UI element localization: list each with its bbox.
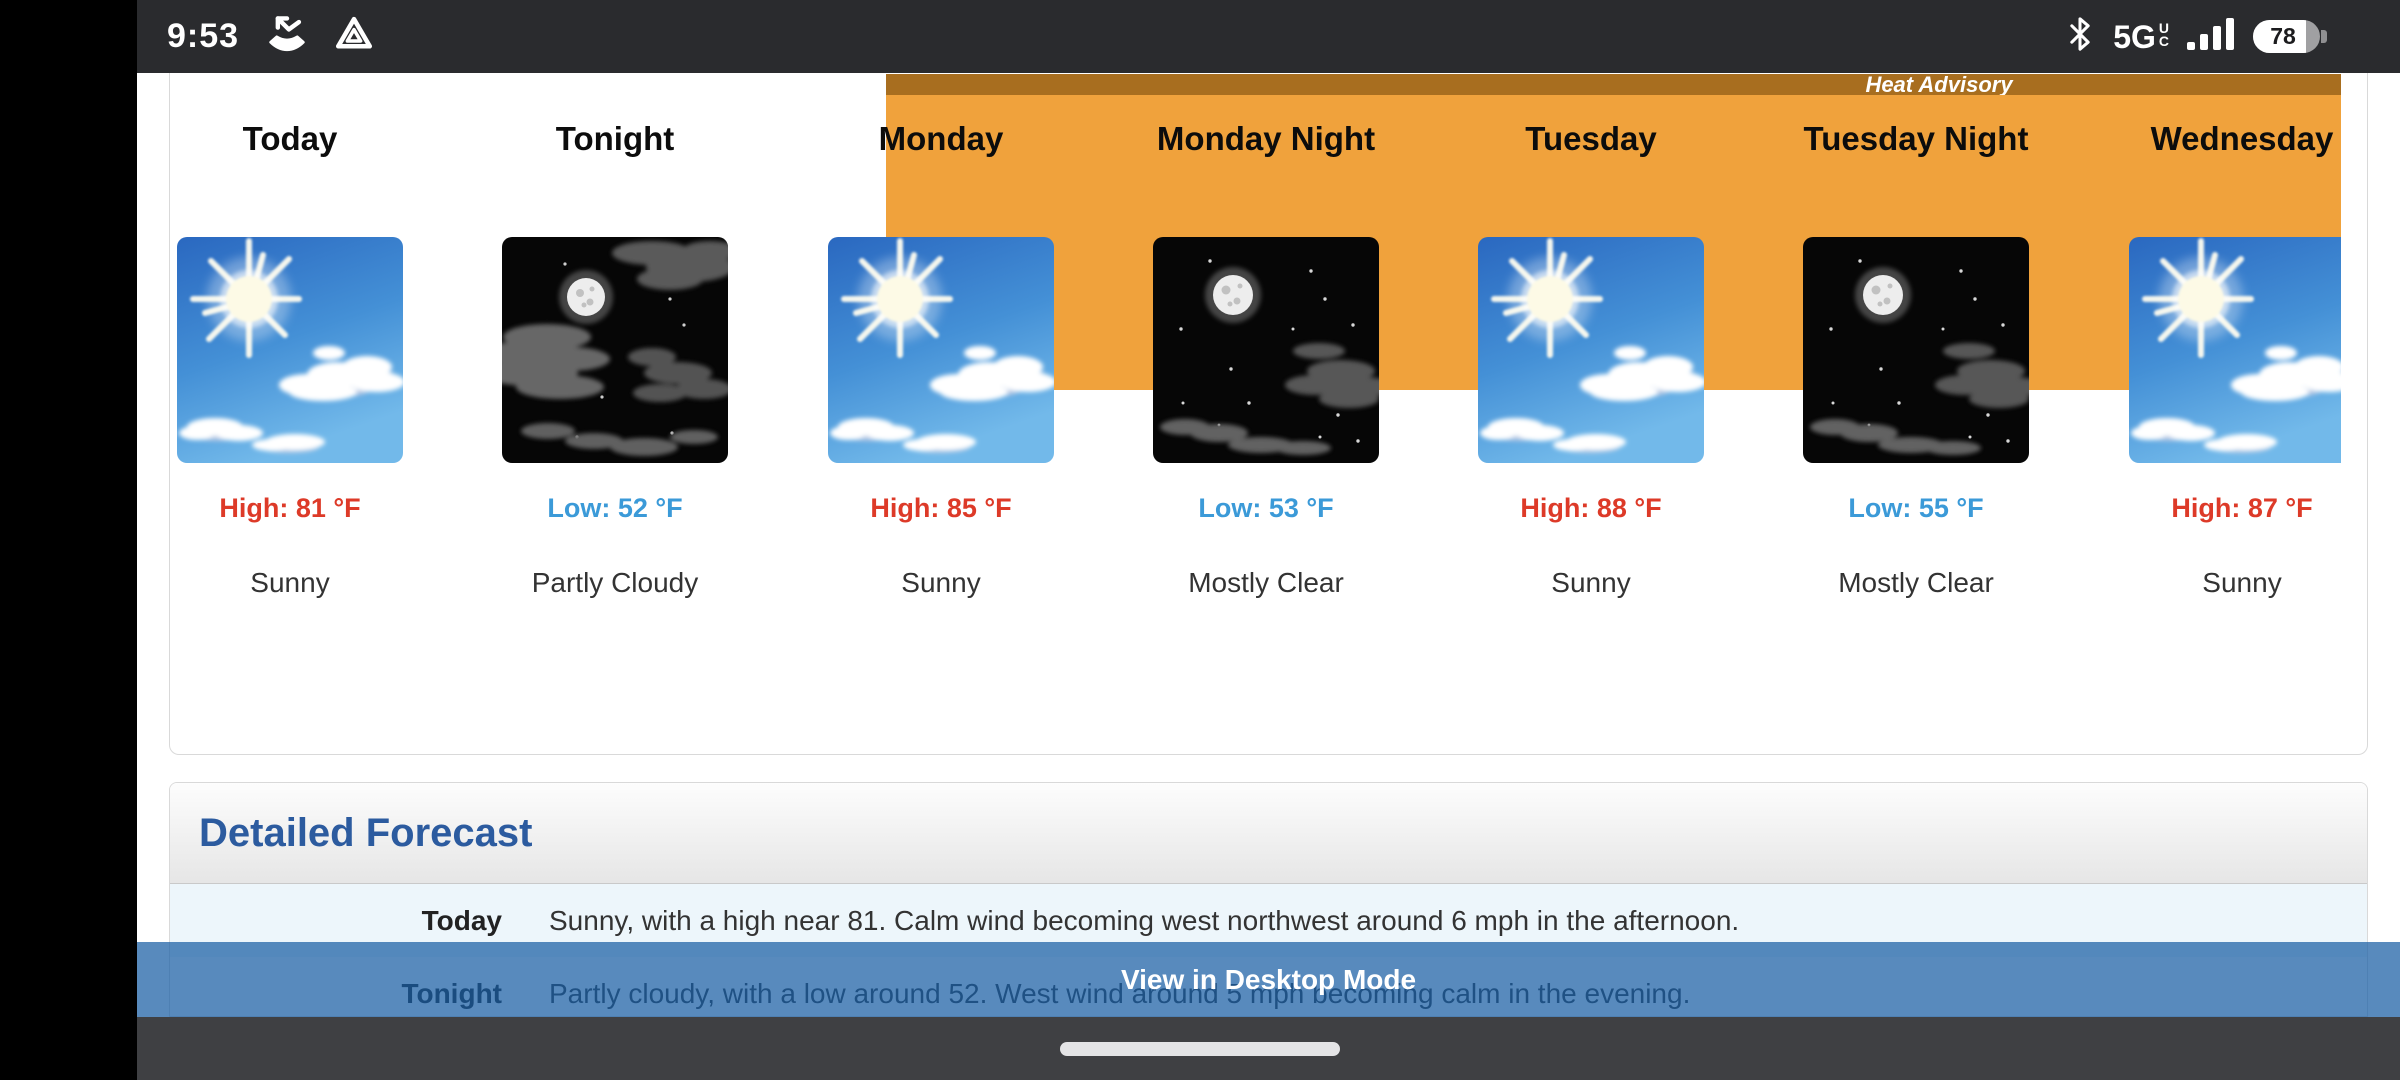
- condition-text: Sunny: [250, 567, 330, 598]
- forecast-period-monday[interactable]: Monday High: 85 °F Sunny: [778, 73, 1104, 733]
- weather-icon-sunny: [2129, 237, 2341, 463]
- condition-text: Sunny: [2202, 567, 2282, 598]
- weather-icon-sunny: [1478, 237, 1704, 463]
- forecast-period-tonight[interactable]: Tonight Low: 52 °F Partly Cloudy: [452, 73, 778, 733]
- forecast-period-today[interactable]: Today High: 81 °F Sunny: [170, 73, 453, 733]
- high-temp: High: 87 °F: [2171, 493, 2313, 523]
- google-drive-icon: [333, 13, 375, 60]
- heat-advisory-banner[interactable]: Heat Advisory: [886, 73, 2341, 97]
- signal-strength-icon: [2187, 16, 2235, 57]
- forecast-period-wednesday[interactable]: Wednesday High: 87 °F Sunny: [2079, 73, 2341, 733]
- high-temp: High: 81 °F: [219, 493, 361, 523]
- detailed-forecast-title: Detailed Forecast: [199, 810, 533, 855]
- status-bar: 9:53: [137, 0, 2400, 73]
- network-type-5g-uc: 5G U C: [2113, 18, 2169, 55]
- weather-icon-sunny: [177, 237, 403, 463]
- system-status-icons: 5G U C 78: [2065, 13, 2327, 60]
- forecast-card: Heat Advisory Today High: 81 °F Sunny To…: [169, 73, 2368, 755]
- high-temp: High: 88 °F: [1520, 493, 1662, 523]
- weather-icon-sunny: [828, 237, 1054, 463]
- gesture-nav-bar: [137, 1017, 2400, 1080]
- notification-icons: [265, 12, 375, 61]
- low-temp: Low: 55 °F: [1848, 493, 1984, 523]
- heat-advisory-label[interactable]: Heat Advisory: [1865, 73, 2013, 97]
- forecast-columns: Heat Advisory Today High: 81 °F Sunny To…: [170, 73, 2341, 754]
- low-temp: Low: 53 °F: [1198, 493, 1334, 523]
- missed-call-icon: [265, 12, 309, 61]
- battery-indicator: 78: [2253, 20, 2327, 53]
- view-desktop-mode-label[interactable]: View in Desktop Mode: [1120, 963, 1417, 995]
- weather-icon-mostly-clear-night: [1803, 237, 2029, 463]
- forecast-period-monday-night[interactable]: Monday Night Low: 53 °F Mostly Clear: [1103, 73, 1429, 733]
- detailed-forecast-header: Detailed Forecast: [170, 783, 2367, 884]
- condition-text: Mostly Clear: [1838, 567, 1994, 598]
- bluetooth-icon: [2065, 13, 2095, 60]
- battery-percent: 78: [2270, 23, 2296, 49]
- low-temp: Low: 52 °F: [547, 493, 683, 523]
- condition-text: Sunny: [1551, 567, 1631, 598]
- condition-text: Sunny: [901, 567, 981, 598]
- forecast-period-tuesday-night[interactable]: Tuesday Night Low: 55 °F Mostly Clear: [1753, 73, 2079, 733]
- home-indicator[interactable]: [1060, 1042, 1340, 1056]
- weather-icon-partly-cloudy-night: [502, 237, 728, 463]
- condition-text: Mostly Clear: [1188, 567, 1344, 598]
- weather-icon-mostly-clear-night: [1153, 237, 1379, 463]
- high-temp: High: 85 °F: [870, 493, 1012, 523]
- clock: 9:53: [167, 17, 240, 55]
- forecast-period-tuesday[interactable]: Tuesday High: 88 °F Sunny: [1428, 73, 1754, 733]
- condition-text: Partly Cloudy: [531, 567, 699, 598]
- view-desktop-mode-bar[interactable]: View in Desktop Mode: [137, 942, 2400, 1017]
